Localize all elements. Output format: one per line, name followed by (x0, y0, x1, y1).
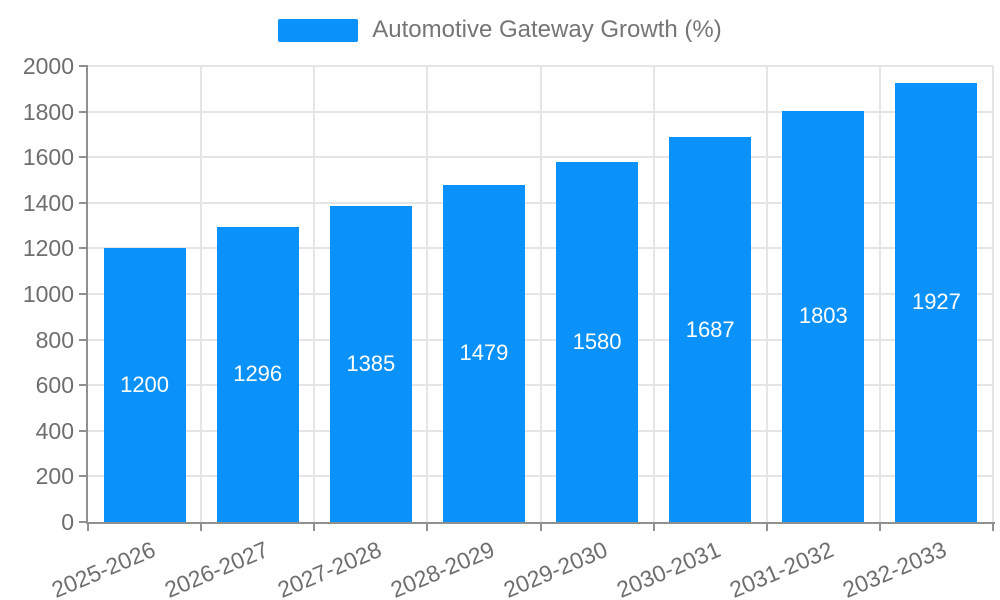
x-axis-tick (200, 522, 203, 531)
x-axis-tick (426, 522, 429, 531)
y-axis-tick (79, 338, 88, 341)
legend-label: Automotive Gateway Growth (%) (372, 16, 722, 43)
y-axis-label: 800 (35, 326, 74, 353)
x-gridline (765, 66, 768, 522)
y-axis-label: 400 (35, 417, 74, 444)
x-gridline (426, 66, 429, 522)
x-axis-tick (87, 522, 89, 531)
x-gridline (539, 66, 542, 522)
x-axis-tick (878, 522, 881, 531)
bar[interactable] (782, 110, 865, 522)
y-axis-tick (79, 475, 88, 478)
y-axis-tick (79, 156, 88, 159)
x-axis-label: 2027-2028 (273, 536, 385, 600)
y-axis-tick (79, 110, 88, 113)
x-axis-label: 2031-2032 (726, 536, 838, 600)
y-axis-label: 1000 (22, 281, 74, 307)
x-gridline (652, 66, 655, 522)
bar[interactable] (895, 82, 978, 522)
legend-swatch-icon (278, 18, 359, 42)
x-gridline (200, 66, 203, 522)
x-axis-tick (652, 522, 655, 531)
bar[interactable] (442, 184, 525, 522)
x-axis-label: 2028-2029 (386, 536, 499, 600)
bar-value-label: 1927 (911, 289, 961, 315)
bar-value-label: 1803 (798, 303, 848, 329)
y-axis-label: 1200 (22, 235, 74, 262)
bar[interactable] (216, 226, 299, 522)
x-gridline (992, 66, 994, 522)
bar[interactable] (329, 206, 412, 522)
x-axis-tick (992, 522, 994, 531)
x-axis-tick (539, 522, 542, 531)
bar-value-label: 1479 (459, 340, 509, 366)
y-axis-label: 600 (35, 372, 74, 399)
x-axis-tick (765, 522, 768, 531)
y-axis-label: 1600 (22, 144, 74, 171)
y-axis-label: 1800 (22, 98, 74, 125)
legend-item[interactable]: Automotive Gateway Growth (%) (0, 16, 1000, 44)
y-axis-tick (79, 293, 88, 295)
x-axis-label: 2029-2030 (499, 536, 612, 600)
bar-value-label: 1687 (685, 316, 735, 342)
y-axis-label: 0 (61, 509, 74, 535)
x-axis-tick (313, 522, 316, 531)
x-axis-label: 2026-2027 (160, 536, 272, 600)
bar-value-label: 1200 (120, 372, 170, 398)
x-axis-line (86, 522, 995, 524)
y-axis-tick (79, 384, 88, 387)
bar[interactable] (669, 137, 752, 522)
bar-value-label: 1580 (572, 328, 622, 354)
y-axis-label: 200 (35, 463, 74, 490)
bar-value-label: 1385 (346, 351, 396, 377)
x-axis-label: 2032-2033 (839, 536, 951, 600)
bar[interactable] (103, 248, 186, 522)
y-axis-tick (79, 65, 88, 67)
y-axis-tick (79, 201, 88, 204)
x-gridline (313, 66, 316, 522)
y-axis-label: 2000 (22, 53, 74, 79)
x-gridline (878, 66, 881, 522)
y-axis-tick (79, 521, 88, 523)
y-axis-label: 1400 (22, 189, 74, 216)
y-axis-line (86, 66, 88, 524)
y-axis-tick (79, 247, 88, 250)
bar-value-label: 1296 (233, 361, 283, 387)
x-axis-label: 2025-2026 (47, 536, 159, 600)
x-axis-label: 2030-2031 (612, 536, 725, 600)
bar[interactable] (556, 161, 639, 522)
y-axis-tick (79, 429, 88, 432)
